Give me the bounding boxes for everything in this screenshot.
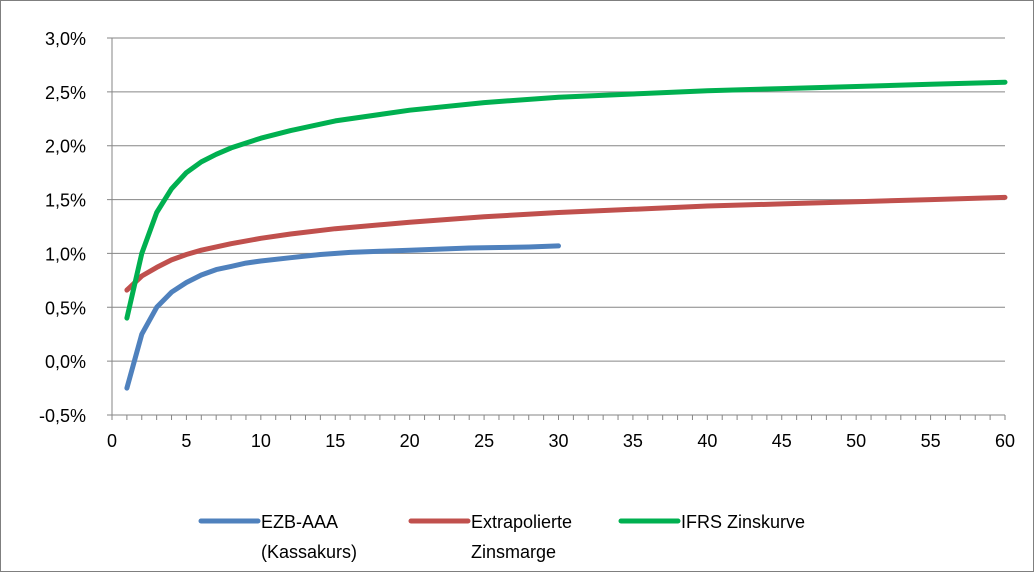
axes: [111, 38, 1006, 420]
x-tick-label: 25: [474, 431, 494, 451]
x-tick-label: 0: [107, 431, 117, 451]
x-tick-label: 10: [251, 431, 271, 451]
y-tick-label: 2,5%: [45, 83, 86, 103]
x-tick-label: 40: [697, 431, 717, 451]
x-tick-label: 5: [181, 431, 191, 451]
legend-label-1: EZB-AAA: [261, 512, 338, 532]
x-tick-label: 50: [846, 431, 866, 451]
y-tick-label: 1,0%: [45, 244, 86, 264]
y-tick-label: -0,5%: [39, 406, 86, 426]
y-tick-label: 1,5%: [45, 191, 86, 211]
legend-label-1: (Kassakurs): [261, 542, 357, 562]
x-tick-label: 15: [325, 431, 345, 451]
y-tick-label: 2,0%: [45, 137, 86, 157]
gridlines: [107, 37, 1005, 416]
x-tick-label: 55: [921, 431, 941, 451]
series-line-1: [124, 243, 561, 391]
legend-label-2: Extrapolierte: [471, 512, 572, 532]
series-lines: [124, 79, 1008, 391]
x-tick-label: 35: [623, 431, 643, 451]
y-tick-label: 0,0%: [45, 352, 86, 372]
tick-labels: -0,5% 0,0% 0,5% 1,0% 1,5% 2,0% 2,5% 3,0% 0 5 10 15 2…: [39, 29, 1015, 451]
series-line-3: [124, 79, 1008, 321]
y-tick-label: 0,5%: [45, 298, 86, 318]
series-line-2: [124, 194, 1008, 293]
x-tick-label: 60: [995, 431, 1015, 451]
y-tick-label: 3,0%: [45, 29, 86, 49]
x-tick-label: 20: [400, 431, 420, 451]
x-tick-label: 30: [548, 431, 568, 451]
legend-label-2: Zinsmarge: [471, 542, 556, 562]
legend: EZB-AAA (Kassakurs) Extrapolierte Zinsmarge…: [198, 512, 805, 562]
legend-label-3: IFRS Zinskurve: [681, 512, 805, 532]
x-tick-label: 45: [772, 431, 792, 451]
